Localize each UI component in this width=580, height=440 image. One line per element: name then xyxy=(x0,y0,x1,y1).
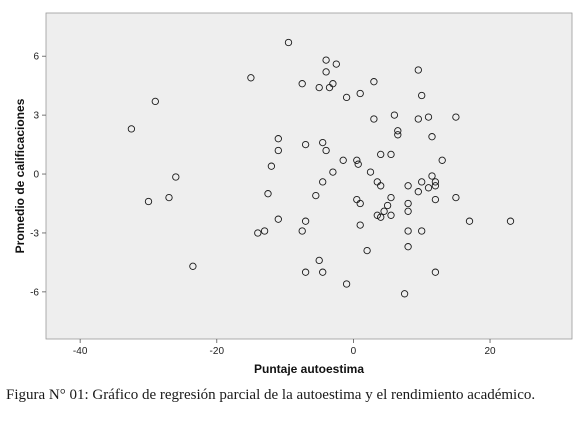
data-point xyxy=(319,178,327,186)
data-point xyxy=(418,178,426,186)
data-point xyxy=(431,182,440,190)
data-point xyxy=(414,188,422,196)
data-point xyxy=(428,172,436,180)
y-tick-label: 0 xyxy=(33,170,39,181)
data-point xyxy=(418,227,426,235)
data-point xyxy=(404,243,412,251)
data-point xyxy=(144,197,153,206)
data-point xyxy=(366,168,375,176)
data-point xyxy=(322,68,330,76)
data-point xyxy=(370,78,378,86)
data-point xyxy=(390,111,399,119)
data-point xyxy=(377,150,385,159)
data-point xyxy=(377,182,385,190)
data-point xyxy=(127,125,136,133)
plot-background xyxy=(45,12,573,340)
data-point xyxy=(353,195,361,204)
data-point xyxy=(301,140,310,149)
data-point xyxy=(342,280,351,288)
data-point xyxy=(301,268,310,276)
y-tick-label: -3 xyxy=(30,228,39,239)
axis-ticks: -40 -20 0 20 -6 -3 0 3 6 xyxy=(30,52,496,357)
data-point xyxy=(424,113,433,121)
data-point xyxy=(404,227,412,235)
data-point xyxy=(438,156,446,164)
data-point xyxy=(254,229,262,237)
data-point xyxy=(356,89,364,98)
y-tick-label: 3 xyxy=(33,111,39,122)
data-point xyxy=(370,115,378,123)
data-point xyxy=(260,227,269,235)
x-tick-label: -20 xyxy=(210,346,225,357)
data-point xyxy=(353,156,361,164)
data-point xyxy=(404,207,412,215)
data-point xyxy=(172,173,180,181)
data-point xyxy=(418,91,426,100)
data-point xyxy=(274,146,282,155)
data-point xyxy=(394,127,402,135)
data-point xyxy=(431,178,440,186)
data-point xyxy=(428,133,436,141)
y-axis-title: Promedio de calificaciones xyxy=(13,98,27,253)
figure-caption: Figura N° 01: Gráfico de regresión parci… xyxy=(6,387,536,403)
data-point xyxy=(312,191,320,200)
data-point xyxy=(247,74,255,82)
data-point xyxy=(322,146,330,155)
data-point xyxy=(298,80,306,88)
x-axis-title: Puntaje autoestima xyxy=(254,362,364,376)
data-point xyxy=(301,217,310,225)
data-point xyxy=(380,207,388,215)
data-point xyxy=(151,97,159,106)
scatter-chart: -40 -20 0 20 -6 -3 0 3 6 Puntaje autoestima Prom… xyxy=(13,12,573,376)
data-point xyxy=(414,115,422,123)
data-point xyxy=(319,138,327,147)
x-tick-label: 0 xyxy=(351,346,357,357)
data-point xyxy=(452,113,460,121)
data-point xyxy=(394,131,402,139)
data-point xyxy=(431,268,440,276)
y-tick-label: 6 xyxy=(33,52,39,63)
data-point xyxy=(387,211,395,219)
data-point xyxy=(315,256,323,265)
data-point xyxy=(274,215,282,223)
data-point xyxy=(383,201,392,210)
data-point xyxy=(329,168,337,176)
data-point xyxy=(400,290,409,298)
data-point xyxy=(363,246,371,255)
data-point xyxy=(414,66,422,74)
data-point xyxy=(354,160,362,168)
data-point xyxy=(356,221,364,229)
data-point xyxy=(322,56,330,64)
data-point xyxy=(264,190,272,198)
data-point xyxy=(506,217,515,225)
data-point xyxy=(284,38,293,47)
data-point xyxy=(315,83,323,92)
data-point xyxy=(387,150,395,159)
data-point xyxy=(274,135,282,143)
x-tick-label: 20 xyxy=(484,346,496,357)
data-points xyxy=(127,38,515,298)
data-point xyxy=(189,262,197,270)
x-tick-label: -40 xyxy=(73,346,88,357)
data-point xyxy=(298,227,306,235)
data-point xyxy=(329,80,337,88)
data-point xyxy=(465,217,474,225)
data-point xyxy=(339,156,347,164)
data-point xyxy=(387,193,395,202)
data-point xyxy=(165,193,173,202)
data-point xyxy=(342,93,351,102)
data-point xyxy=(452,193,460,202)
y-tick-label: -6 xyxy=(30,287,39,298)
data-point xyxy=(424,184,433,192)
data-point xyxy=(319,268,327,276)
data-point xyxy=(377,213,385,221)
data-point xyxy=(267,162,276,170)
data-point xyxy=(404,182,412,190)
data-point xyxy=(404,199,412,208)
data-point xyxy=(431,195,440,204)
data-point xyxy=(332,60,340,68)
